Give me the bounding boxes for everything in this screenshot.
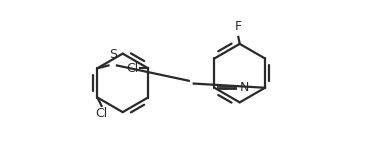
Text: Cl: Cl [95, 107, 108, 120]
Text: F: F [235, 20, 242, 33]
Text: Cl: Cl [126, 62, 138, 75]
Text: S: S [109, 48, 117, 61]
Text: N: N [240, 81, 249, 94]
